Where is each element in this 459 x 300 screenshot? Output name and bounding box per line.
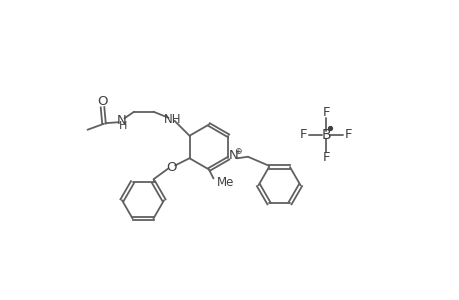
Text: F: F bbox=[322, 106, 329, 119]
Text: B: B bbox=[320, 128, 330, 142]
Text: O: O bbox=[166, 161, 176, 174]
Text: H: H bbox=[119, 121, 127, 131]
Text: O: O bbox=[97, 95, 107, 108]
Text: F: F bbox=[322, 151, 329, 164]
Text: N: N bbox=[117, 114, 127, 127]
Text: NH: NH bbox=[164, 113, 181, 126]
Text: F: F bbox=[344, 128, 352, 142]
Text: ⊕: ⊕ bbox=[234, 147, 241, 156]
Text: Me: Me bbox=[216, 176, 233, 190]
Text: F: F bbox=[299, 128, 307, 142]
Text: N: N bbox=[229, 149, 238, 162]
